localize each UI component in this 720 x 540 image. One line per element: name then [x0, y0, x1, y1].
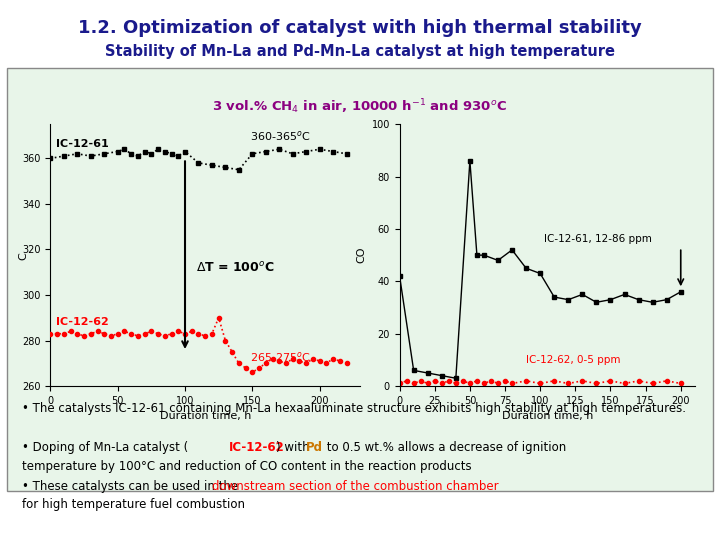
Text: IC-12-62, 0-5 ppm: IC-12-62, 0-5 ppm: [526, 355, 621, 365]
Text: 360-365$^o$C: 360-365$^o$C: [250, 129, 310, 143]
Text: • The catalysts IC-12-61 containing Mn-La hexaaluminate structure exhibits high : • The catalysts IC-12-61 containing Mn-L…: [22, 402, 685, 415]
Text: 1.2. Optimization of catalyst with high thermal stability: 1.2. Optimization of catalyst with high …: [78, 19, 642, 37]
X-axis label: Duration time, h: Duration time, h: [502, 411, 593, 421]
Text: 3 vol.% CH$_4$ in air, 10000 h$^{-1}$ and 930$^o$C: 3 vol.% CH$_4$ in air, 10000 h$^{-1}$ an…: [212, 97, 508, 116]
X-axis label: Duration time, h: Duration time, h: [160, 411, 251, 421]
Text: for high temperature fuel combustion: for high temperature fuel combustion: [22, 498, 245, 511]
Text: • Doping of Mn-La catalyst (: • Doping of Mn-La catalyst (: [22, 441, 188, 454]
Text: 265-275$^o$C: 265-275$^o$C: [250, 350, 310, 364]
Text: • These catalysts can be used in the: • These catalysts can be used in the: [22, 480, 241, 492]
Text: IC-12-61, 12-86 ppm: IC-12-61, 12-86 ppm: [544, 234, 652, 244]
Y-axis label: CO: CO: [356, 247, 366, 264]
Text: to 0.5 wt.% allows a decrease of ignition: to 0.5 wt.% allows a decrease of ignitio…: [323, 441, 566, 454]
Text: IC-12-61: IC-12-61: [55, 139, 109, 149]
Text: IC-12-62: IC-12-62: [229, 441, 284, 454]
Text: downstream section of the combustion chamber: downstream section of the combustion cha…: [212, 480, 499, 492]
Text: ) with: ) with: [276, 441, 313, 454]
Text: $\Delta$T = 100$^o$C: $\Delta$T = 100$^o$C: [196, 261, 274, 275]
Text: C: C: [18, 253, 28, 260]
Text: Stability of Mn-La and Pd-Mn-La catalyst at high temperature: Stability of Mn-La and Pd-Mn-La catalyst…: [105, 44, 615, 59]
Text: IC-12-62: IC-12-62: [55, 316, 109, 327]
Text: Pd: Pd: [306, 441, 323, 454]
Text: temperature by 100°C and reduction of CO content in the reaction products: temperature by 100°C and reduction of CO…: [22, 460, 471, 472]
